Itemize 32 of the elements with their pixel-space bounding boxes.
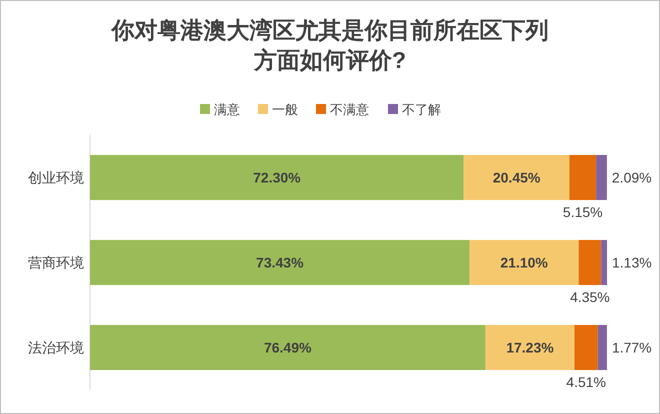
data-label: 5.15%	[562, 204, 603, 220]
data-label: 1.77%	[612, 340, 652, 356]
data-label: 73.43%	[256, 254, 304, 270]
data-label: 1.13%	[612, 254, 652, 270]
bar	[470, 240, 579, 286]
bar	[569, 154, 596, 200]
legend-label: 满意	[214, 102, 240, 117]
bar	[90, 240, 470, 286]
y-tick-label: 营商环境	[28, 254, 84, 270]
bar	[601, 240, 607, 286]
bar	[464, 154, 570, 200]
y-tick-label: 创业环境	[28, 170, 84, 186]
bar	[596, 154, 607, 200]
bar	[598, 324, 607, 370]
data-label: 76.49%	[264, 340, 312, 356]
data-label: 72.30%	[253, 170, 302, 186]
bar	[485, 324, 574, 370]
legend-label: 不满意	[330, 102, 369, 117]
data-label: 4.51%	[566, 374, 606, 390]
bar	[90, 324, 486, 370]
data-label: 17.23%	[506, 340, 554, 356]
legend-label: 不了解	[402, 102, 441, 117]
bar	[574, 324, 598, 370]
legend-label: 一般	[272, 102, 298, 117]
bar	[578, 240, 602, 286]
y-tick-label: 法治环境	[28, 340, 84, 356]
data-label: 20.45%	[492, 170, 541, 186]
data-label: 2.09%	[612, 170, 652, 186]
data-label: 4.35%	[570, 289, 610, 306]
chart-title: 你对粤港澳大湾区尤其是你目前所在区下列方面如何评价?	[110, 17, 548, 73]
bar	[90, 154, 464, 200]
data-label: 21.10%	[500, 254, 548, 270]
